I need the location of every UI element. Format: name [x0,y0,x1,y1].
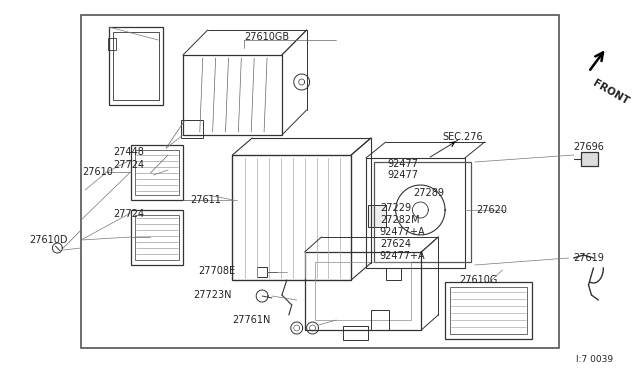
Text: 27723N: 27723N [193,290,232,300]
Bar [181,120,203,138]
Text: I:7 0039: I:7 0039 [576,356,613,365]
Bar [108,38,116,50]
Text: 27724: 27724 [114,160,145,170]
Text: 27611: 27611 [190,195,221,205]
Bar [134,150,179,195]
Text: 27620: 27620 [477,205,508,215]
Text: 27229: 27229 [380,203,411,213]
Bar [257,267,267,277]
Bar [113,32,159,100]
Text: 27724: 27724 [114,209,145,219]
Text: 92477: 92477 [388,159,419,169]
Text: 27610: 27610 [82,167,113,177]
Text: SEC.276: SEC.276 [442,132,483,142]
Bar [232,155,351,280]
Text: 27696: 27696 [573,142,605,152]
Text: 92477: 92477 [388,170,419,180]
Bar [183,55,282,135]
Bar [371,310,388,330]
Bar [366,158,465,268]
Bar [374,162,471,262]
Bar [368,205,386,227]
Text: 92477+A: 92477+A [380,251,426,261]
Text: 27624: 27624 [380,239,411,249]
Bar [343,326,368,340]
Bar [450,287,527,334]
Bar [134,215,179,260]
Text: 27619: 27619 [573,253,605,263]
Text: 27761N: 27761N [232,315,271,325]
Bar [305,252,421,330]
Text: 27610G: 27610G [459,275,497,285]
Text: 27610GB: 27610GB [244,32,289,42]
Text: 27610D: 27610D [29,235,68,245]
Bar [131,145,183,200]
Bar [131,210,183,265]
Bar [314,262,412,320]
Text: 27282M: 27282M [380,215,419,225]
Text: FRONT: FRONT [591,78,631,107]
Bar [109,27,163,105]
Text: 27448: 27448 [114,147,145,157]
Bar [580,152,598,166]
Text: 92477+A: 92477+A [380,227,426,237]
Text: 27708E: 27708E [198,266,235,276]
Bar [386,268,401,280]
Bar [81,15,559,348]
Text: 27289: 27289 [413,188,444,198]
Bar [445,282,532,339]
